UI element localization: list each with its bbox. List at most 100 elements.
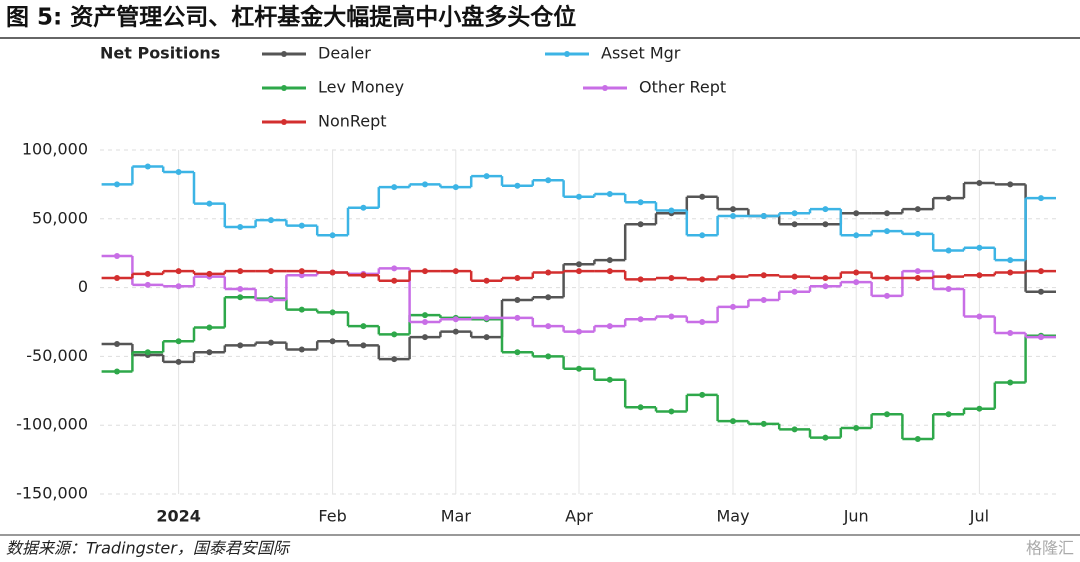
data-point	[822, 221, 829, 228]
data-point	[545, 353, 552, 360]
data-point	[114, 181, 120, 188]
data-point	[175, 358, 182, 365]
data-point	[1038, 195, 1044, 202]
data-point	[298, 306, 305, 313]
data-point	[853, 424, 860, 431]
data-point	[760, 296, 767, 303]
data-point	[914, 230, 921, 237]
data-point	[606, 257, 613, 264]
data-point	[452, 316, 459, 323]
data-point	[452, 328, 459, 335]
data-point	[545, 177, 552, 184]
data-point	[637, 221, 644, 228]
data-point	[114, 252, 120, 259]
data-point	[268, 339, 274, 346]
data-point	[360, 204, 367, 211]
data-point	[853, 232, 860, 239]
data-point	[1007, 379, 1014, 386]
legend-label: NonRept	[318, 112, 387, 131]
data-point	[144, 163, 151, 170]
data-point	[391, 331, 398, 338]
data-point	[730, 303, 736, 310]
data-point	[730, 418, 736, 425]
data-point	[1038, 334, 1044, 341]
data-point	[791, 221, 798, 228]
data-point	[452, 184, 459, 191]
data-point	[791, 288, 798, 295]
data-point	[452, 268, 459, 275]
data-point	[422, 334, 428, 341]
data-point	[822, 434, 829, 441]
x-tick-label: 2024	[156, 507, 201, 526]
data-point	[760, 420, 767, 427]
x-tick-label: Jun	[843, 507, 869, 526]
x-tick-label: May	[716, 507, 749, 526]
data-point	[853, 210, 860, 217]
data-point	[606, 191, 613, 198]
data-point	[914, 274, 921, 281]
data-point	[1007, 181, 1014, 188]
chart-title: 图 5: 资产管理公司、杠杆基金大幅提高中小盘多头仓位	[6, 4, 576, 31]
data-point	[144, 281, 151, 288]
data-point	[268, 217, 274, 224]
data-point	[699, 319, 706, 325]
data-point	[791, 210, 798, 217]
data-point	[853, 269, 860, 276]
x-tick-label: Mar	[441, 507, 472, 526]
data-point	[576, 365, 582, 372]
data-point	[483, 314, 490, 321]
source-note: 数据来源：Tradingster，国泰君安国际	[6, 539, 291, 558]
data-point	[668, 313, 675, 320]
data-point	[175, 169, 182, 176]
data-point	[884, 210, 890, 217]
data-point	[114, 274, 120, 281]
data-point	[237, 342, 244, 349]
data-point	[422, 268, 428, 275]
x-tick-label: Jul	[969, 507, 989, 526]
data-point	[606, 323, 613, 330]
data-point	[976, 405, 983, 412]
y-tick-label: -50,000	[26, 346, 88, 365]
data-point	[175, 338, 182, 345]
data-point	[391, 356, 398, 363]
legend-marker	[602, 85, 608, 91]
data-point	[298, 222, 305, 229]
data-point	[329, 338, 336, 345]
data-point	[760, 272, 767, 279]
data-point	[514, 182, 521, 189]
data-point	[637, 404, 644, 411]
data-point	[576, 328, 582, 335]
data-point	[422, 312, 428, 319]
data-point	[637, 316, 644, 323]
data-point	[822, 283, 829, 290]
data-point	[391, 265, 398, 272]
data-point	[237, 294, 244, 301]
data-point	[914, 268, 921, 275]
data-point	[976, 244, 983, 251]
data-point	[514, 349, 521, 356]
data-point	[637, 199, 644, 206]
data-point	[422, 181, 428, 188]
data-point	[206, 349, 213, 356]
data-point	[1007, 269, 1014, 276]
y-tick-label: -100,000	[16, 415, 88, 434]
data-point	[237, 285, 244, 292]
data-point	[699, 391, 706, 398]
y-tick-label: 50,000	[32, 208, 88, 227]
data-point	[699, 232, 706, 239]
data-point	[268, 268, 274, 275]
data-point	[884, 274, 890, 281]
data-point	[237, 268, 244, 275]
watermark: 格隆汇	[1026, 539, 1074, 558]
legend-title: Net Positions	[100, 44, 220, 63]
data-point	[237, 224, 244, 231]
data-point	[391, 184, 398, 191]
data-point	[606, 376, 613, 383]
data-point	[884, 292, 890, 299]
data-point	[1038, 288, 1044, 295]
data-point	[945, 247, 952, 254]
data-point	[175, 283, 182, 290]
data-point	[206, 270, 213, 277]
legend-label: Lev Money	[318, 78, 404, 97]
data-point	[298, 272, 305, 279]
